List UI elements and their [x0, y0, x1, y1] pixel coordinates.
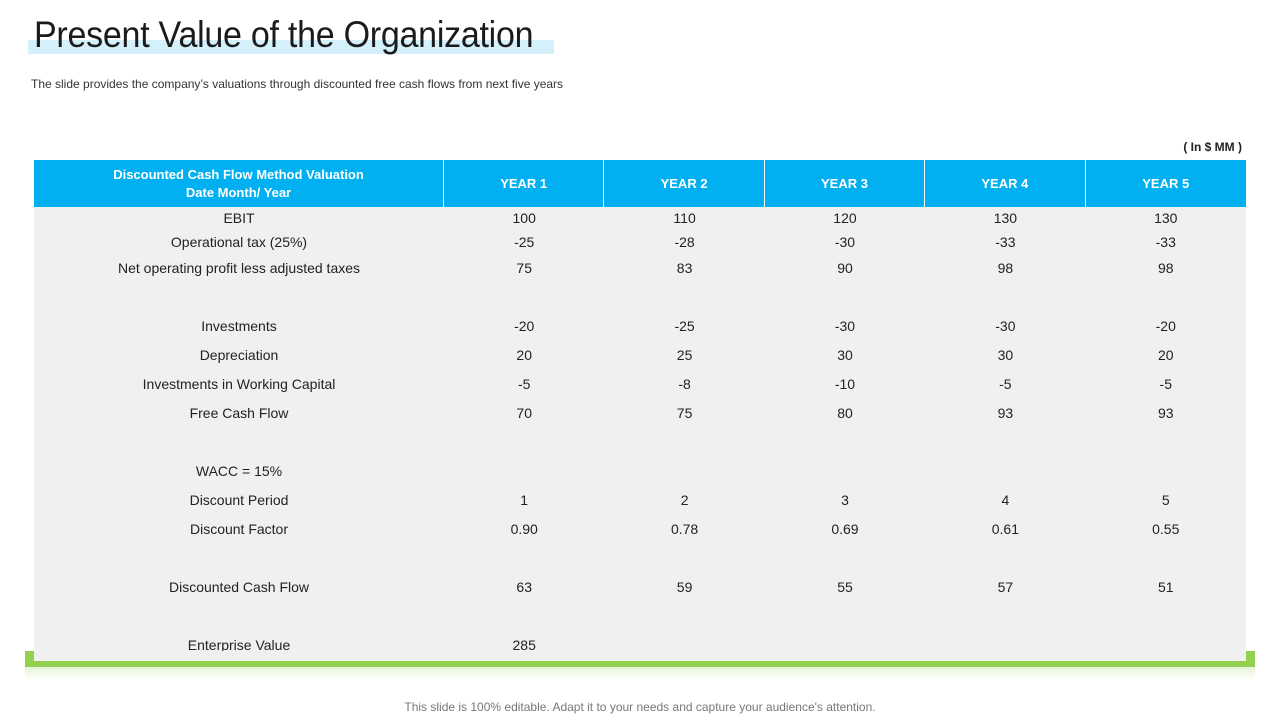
table-row: Depreciation 20 25 30 30 20 — [34, 345, 1246, 365]
row-cell-year-1: 63 — [516, 579, 532, 595]
accent-bar-shadow — [25, 667, 1255, 679]
header-line-1: Discounted Cash Flow Method Valuation — [113, 166, 364, 182]
row-cell-year-1: -25 — [514, 234, 535, 250]
row-cell-year-1: 1 — [520, 492, 529, 508]
row-cell-year-2: 83 — [676, 260, 693, 276]
row-cell-year-5: 130 — [1154, 210, 1178, 226]
header-cell-year-5: YEAR 5 — [1142, 175, 1190, 191]
table-row: Investments -20 -25 -30 -30 -20 — [34, 316, 1246, 336]
title-highlight — [28, 40, 554, 54]
table-row: Operational tax (25%) -25 -28 -30 -33 -33 — [34, 232, 1246, 252]
row-label: Enterprise Value — [187, 637, 291, 653]
row-cell-year-2: 75 — [676, 405, 693, 421]
row-cell-year-2: 110 — [673, 210, 696, 226]
row-cell-year-4: 98 — [997, 260, 1014, 276]
row-label: Free Cash Flow — [189, 405, 289, 421]
row-label: Discounted Cash Flow — [168, 579, 310, 595]
row-cell-year-5: 98 — [1157, 260, 1174, 276]
page-title: Present Value of the Organization — [34, 14, 534, 55]
page-subtitle: The slide provides the company’s valuati… — [31, 77, 564, 91]
table-row: EBIT 100 110 120 130 130 — [34, 208, 1246, 228]
table-row: Investments in Working Capital -5 -8 -10 -5 -… — [34, 374, 1246, 394]
row-cell-year-3: -10 — [834, 376, 856, 392]
unit-label: ( In $ MM ) — [1183, 140, 1242, 154]
table-body-bottom — [34, 651, 1246, 661]
row-cell-year-1: 75 — [516, 260, 532, 276]
row-cell-year-5: 93 — [1157, 405, 1174, 421]
row-cell-year-5: 20 — [1157, 347, 1174, 363]
header-line-2: Date Month/ Year — [185, 184, 292, 200]
row-cell-year-5: 5 — [1161, 492, 1170, 508]
row-cell-year-3: -30 — [834, 234, 856, 250]
row-cell-year-1: 20 — [516, 347, 532, 363]
row-cell-year-1: 100 — [512, 210, 536, 226]
row-cell-year-5: -20 — [1155, 318, 1176, 334]
row-cell-year-2: 0.78 — [670, 521, 699, 537]
header-cell-year-4: YEAR 4 — [925, 160, 1086, 207]
row-cell-year-5: -5 — [1159, 376, 1172, 392]
row-cell-year-2: -25 — [674, 318, 695, 334]
row-cell-year-5: 51 — [1157, 579, 1174, 595]
row-cell-year-5: -33 — [1155, 234, 1176, 250]
row-cell-year-3: 80 — [837, 405, 853, 421]
table-body-background — [34, 160, 1246, 663]
footer-note: This slide is 100% editable. Adapt it to… — [404, 700, 876, 714]
row-cell-year-1: 0.90 — [510, 521, 538, 537]
table-row: WACC = 15% — [34, 461, 1246, 481]
table-header: Discounted Cash Flow Method Valuation Da… — [34, 160, 1246, 207]
row-label: WACC = 15% — [195, 463, 283, 479]
table-row: Discounted Cash Flow 63 59 55 57 51 — [34, 577, 1246, 597]
table-row: Discount Factor 0.90 0.78 0.69 0.61 0.55 — [34, 519, 1246, 539]
row-cell-year-4: 0.61 — [991, 521, 1019, 537]
row-cell-year-1: 70 — [516, 405, 532, 421]
row-cell-year-4: -5 — [999, 376, 1012, 392]
row-cell-year-4: 4 — [1001, 492, 1010, 508]
row-cell-year-5: 0.55 — [1152, 521, 1180, 537]
row-label: Net operating profit less adjusted taxes — [117, 260, 361, 276]
row-cell-year-1: -20 — [514, 318, 535, 334]
row-cell-year-3: -30 — [834, 318, 856, 334]
row-label: Operational tax (25%) — [170, 234, 308, 250]
row-label: Depreciation — [199, 347, 279, 363]
row-label: Discount Factor — [189, 521, 289, 537]
row-cell-year-4: 30 — [997, 347, 1014, 363]
table-row: Discount Period 1 2 3 4 5 — [34, 490, 1246, 510]
row-label: Investments in Working Capital — [142, 376, 336, 392]
row-cell-year-3: 55 — [837, 579, 853, 595]
row-label: EBIT — [223, 210, 255, 226]
row-cell-year-3: 0.69 — [831, 521, 859, 537]
row-cell-year-4: 130 — [993, 210, 1018, 226]
row-cell-year-1: -5 — [517, 376, 531, 392]
table-row: Enterprise Value 285 — [34, 635, 1246, 655]
title-block: Present Value of the Organization — [28, 14, 577, 56]
row-label: Discount Period — [189, 492, 289, 508]
table-row: Net operating profit less adjusted taxes… — [34, 258, 1246, 278]
row-cell-year-4: 57 — [997, 579, 1014, 595]
row-cell-year-4: 93 — [997, 405, 1014, 421]
header-cell-year-1: YEAR 1 — [444, 160, 605, 207]
row-cell-year-2: 59 — [676, 579, 693, 595]
row-cell-year-3: 120 — [833, 210, 857, 226]
row-cell-year-3: 30 — [837, 347, 853, 363]
table-row: Free Cash Flow 70 75 80 93 93 — [34, 403, 1246, 423]
row-cell-year-2: 25 — [676, 347, 693, 363]
header-cell-year-3: YEAR 3 — [765, 160, 926, 207]
row-cell-year-1: 285 — [512, 637, 536, 653]
row-cell-year-3: 90 — [837, 260, 853, 276]
row-cell-year-4: -33 — [995, 234, 1016, 250]
header-cell-year-2: YEAR 2 — [604, 160, 765, 207]
row-cell-year-2: -8 — [678, 376, 691, 392]
row-cell-year-2: -28 — [674, 234, 695, 250]
row-cell-year-4: -30 — [995, 318, 1016, 334]
row-label: Investments — [201, 318, 277, 334]
row-cell-year-3: 3 — [841, 492, 849, 508]
header-cell-method: Discounted Cash Flow Method Valuation Da… — [34, 160, 444, 207]
row-cell-year-2: 2 — [680, 492, 689, 508]
